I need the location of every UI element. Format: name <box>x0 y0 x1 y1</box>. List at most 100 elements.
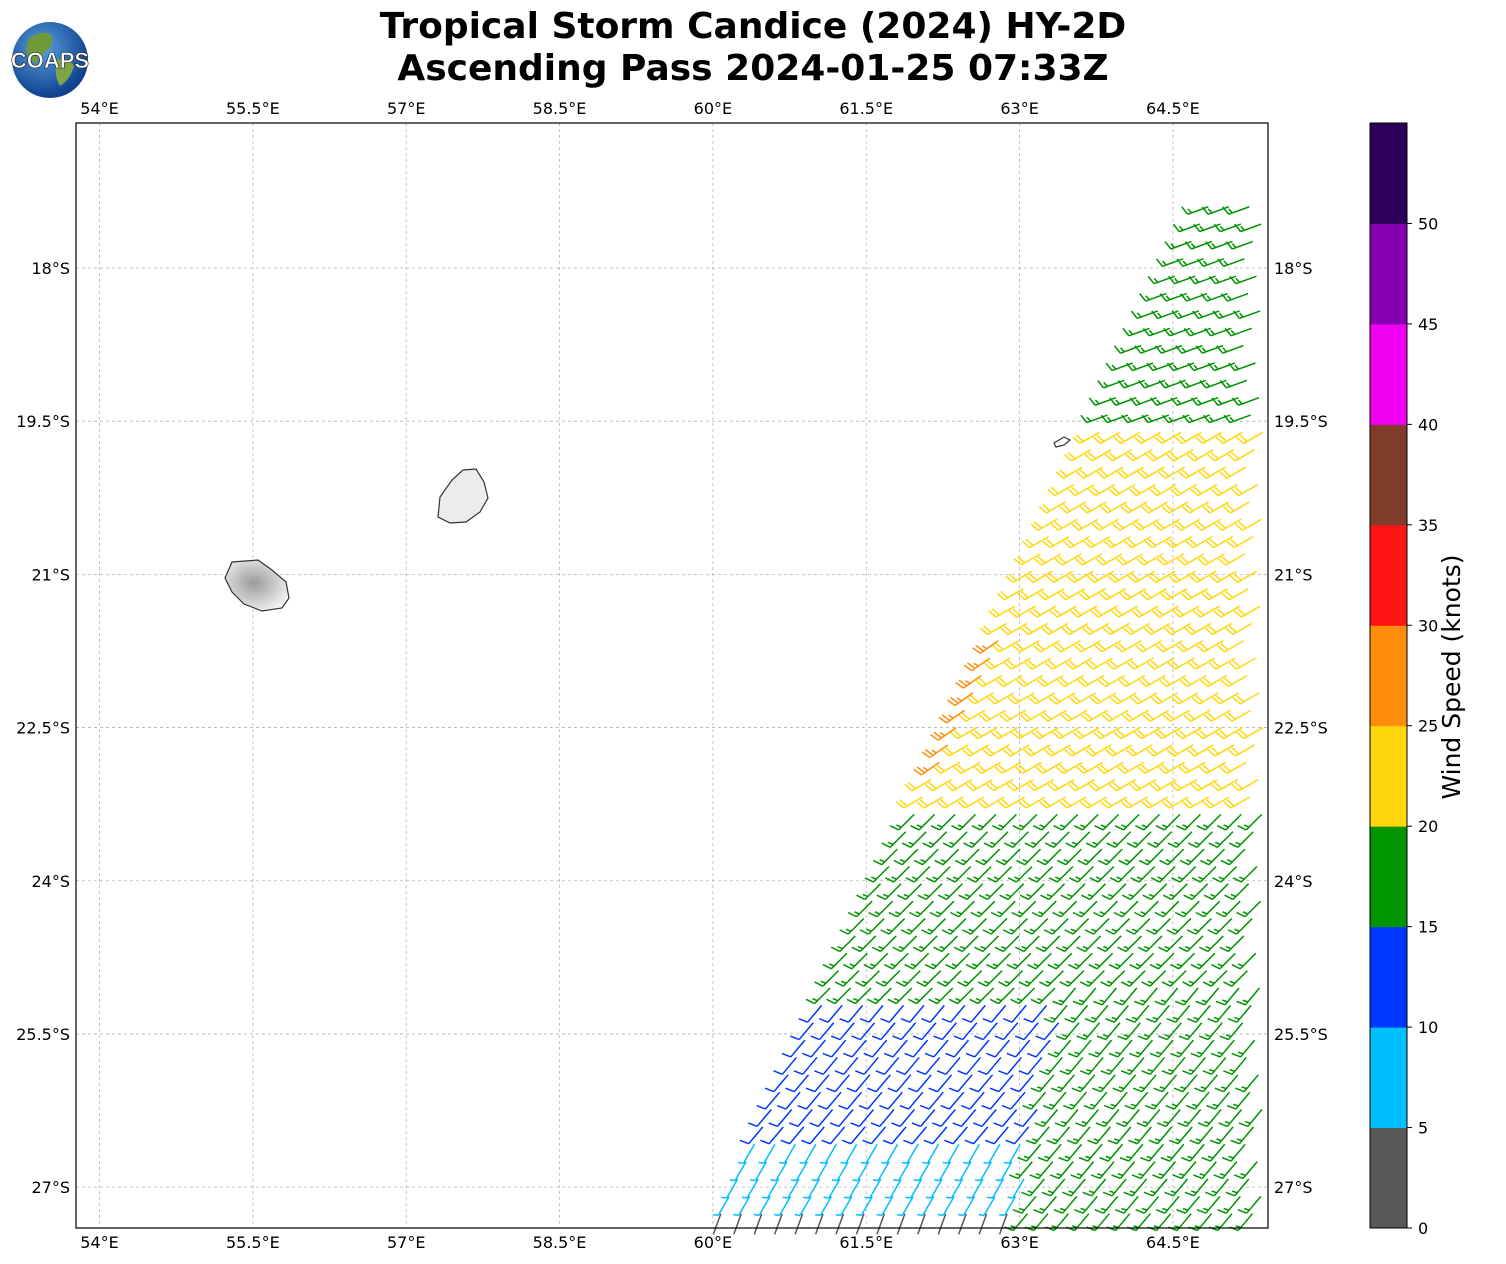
wind-barb <box>978 709 1006 722</box>
wind-barb <box>1153 1074 1178 1093</box>
wind-barb <box>962 1143 981 1165</box>
wind-barb <box>953 935 979 953</box>
wind-barb <box>1123 1178 1148 1197</box>
wind-barb <box>1054 553 1082 566</box>
wind-barb <box>1148 1126 1173 1145</box>
wind-barb <box>876 1213 886 1235</box>
wind-barb <box>1014 761 1042 774</box>
wind-barb <box>1129 1039 1154 1058</box>
wind-barb <box>1032 813 1058 831</box>
wind-barb <box>1201 588 1229 601</box>
wind-barb <box>811 1161 829 1182</box>
wind-barb <box>1176 813 1201 831</box>
wind-barb <box>1114 640 1142 653</box>
wind-barb <box>949 726 978 740</box>
wind-barb <box>954 848 980 866</box>
wind-barb <box>863 952 889 970</box>
wind-barb <box>1122 327 1150 337</box>
wind-barb <box>1236 900 1262 918</box>
lat-tick-label-left: 22.5°S <box>16 719 70 738</box>
wind-barb <box>1070 1161 1095 1180</box>
wind-barb <box>1130 865 1156 883</box>
wind-barb <box>1134 900 1159 918</box>
wind-barb <box>1194 1074 1219 1093</box>
wind-barb <box>1099 1143 1124 1162</box>
wind-barb <box>1220 674 1248 688</box>
wind-barb <box>1050 518 1078 531</box>
wind-barb <box>1088 779 1116 792</box>
wind-barb <box>921 918 947 935</box>
wind-barb <box>1163 622 1192 636</box>
wind-barb <box>1022 535 1050 549</box>
wind-barb <box>1157 466 1185 479</box>
wind-barb <box>1220 848 1246 866</box>
wind-barb <box>1076 1022 1101 1041</box>
wind-barb <box>945 1039 970 1058</box>
wind-barb <box>1012 640 1040 653</box>
wind-barb <box>1216 344 1244 354</box>
wind-barb <box>1144 1091 1169 1110</box>
wind-barb <box>1215 431 1243 445</box>
wind-barb <box>770 1161 788 1182</box>
wind-barb <box>871 935 897 953</box>
wind-barb <box>1114 1195 1139 1214</box>
wind-barb <box>1016 848 1042 866</box>
wind-barb <box>1117 1022 1142 1041</box>
wind-barb <box>1228 657 1256 670</box>
wind-barb <box>1117 935 1143 953</box>
wind-barb <box>1046 1126 1071 1145</box>
lat-tick-label-left: 21°S <box>31 565 70 584</box>
wind-barb <box>802 1178 821 1199</box>
wind-barb <box>799 1143 817 1165</box>
wind-barb <box>1120 970 1146 987</box>
wind-barb <box>883 952 909 970</box>
wind-barb <box>1116 1109 1140 1128</box>
wind-barb <box>1201 1143 1226 1162</box>
wind-barb <box>992 813 1017 831</box>
wind-barb <box>1158 761 1186 774</box>
wind-barbs <box>712 206 1264 1235</box>
wind-barb <box>916 1056 941 1076</box>
wind-barb <box>1066 1126 1091 1145</box>
wind-barb <box>773 1056 798 1076</box>
wind-barb <box>946 1178 964 1199</box>
wind-barb <box>1113 431 1141 445</box>
wind-barb <box>762 1178 780 1199</box>
wind-barb <box>881 1143 899 1165</box>
wind-barb <box>1205 1178 1229 1197</box>
wind-barb <box>1121 709 1149 722</box>
wind-barb <box>983 657 1011 670</box>
wind-barb <box>998 796 1026 809</box>
wind-barb <box>887 987 913 1005</box>
wind-barb <box>1219 1022 1244 1041</box>
wind-barb <box>1052 987 1077 1006</box>
wind-barb <box>1197 1109 1222 1128</box>
wind-barb <box>1161 970 1187 987</box>
wind-barb <box>1077 848 1103 866</box>
wind-barb <box>923 1126 948 1145</box>
wind-barb <box>1215 900 1241 918</box>
wind-barb <box>928 1074 953 1093</box>
wind-barb <box>998 1056 1022 1076</box>
wind-barb <box>1049 605 1077 618</box>
wind-barb <box>1223 796 1251 809</box>
wind-barb <box>1206 1091 1231 1110</box>
wind-barb <box>1104 449 1132 462</box>
wind-barb <box>1192 605 1220 618</box>
wind-barb <box>1018 970 1044 987</box>
wind-barb <box>821 1126 846 1145</box>
wind-barb <box>1174 900 1200 918</box>
wind-barb <box>1100 1056 1125 1076</box>
wind-barb <box>1065 831 1091 848</box>
wind-barb <box>1183 327 1212 337</box>
wind-barb <box>1002 744 1030 757</box>
wind-barb <box>1188 831 1213 848</box>
wind-barb <box>1237 813 1263 831</box>
colorbar-tick-label: 25 <box>1418 717 1438 736</box>
wind-barb <box>852 1161 870 1182</box>
wind-barb <box>884 1178 902 1199</box>
wind-barb <box>1209 570 1237 583</box>
lon-tick-label-bottom: 60°E <box>694 1233 732 1252</box>
colorbar-tick-label: 5 <box>1418 1119 1428 1138</box>
